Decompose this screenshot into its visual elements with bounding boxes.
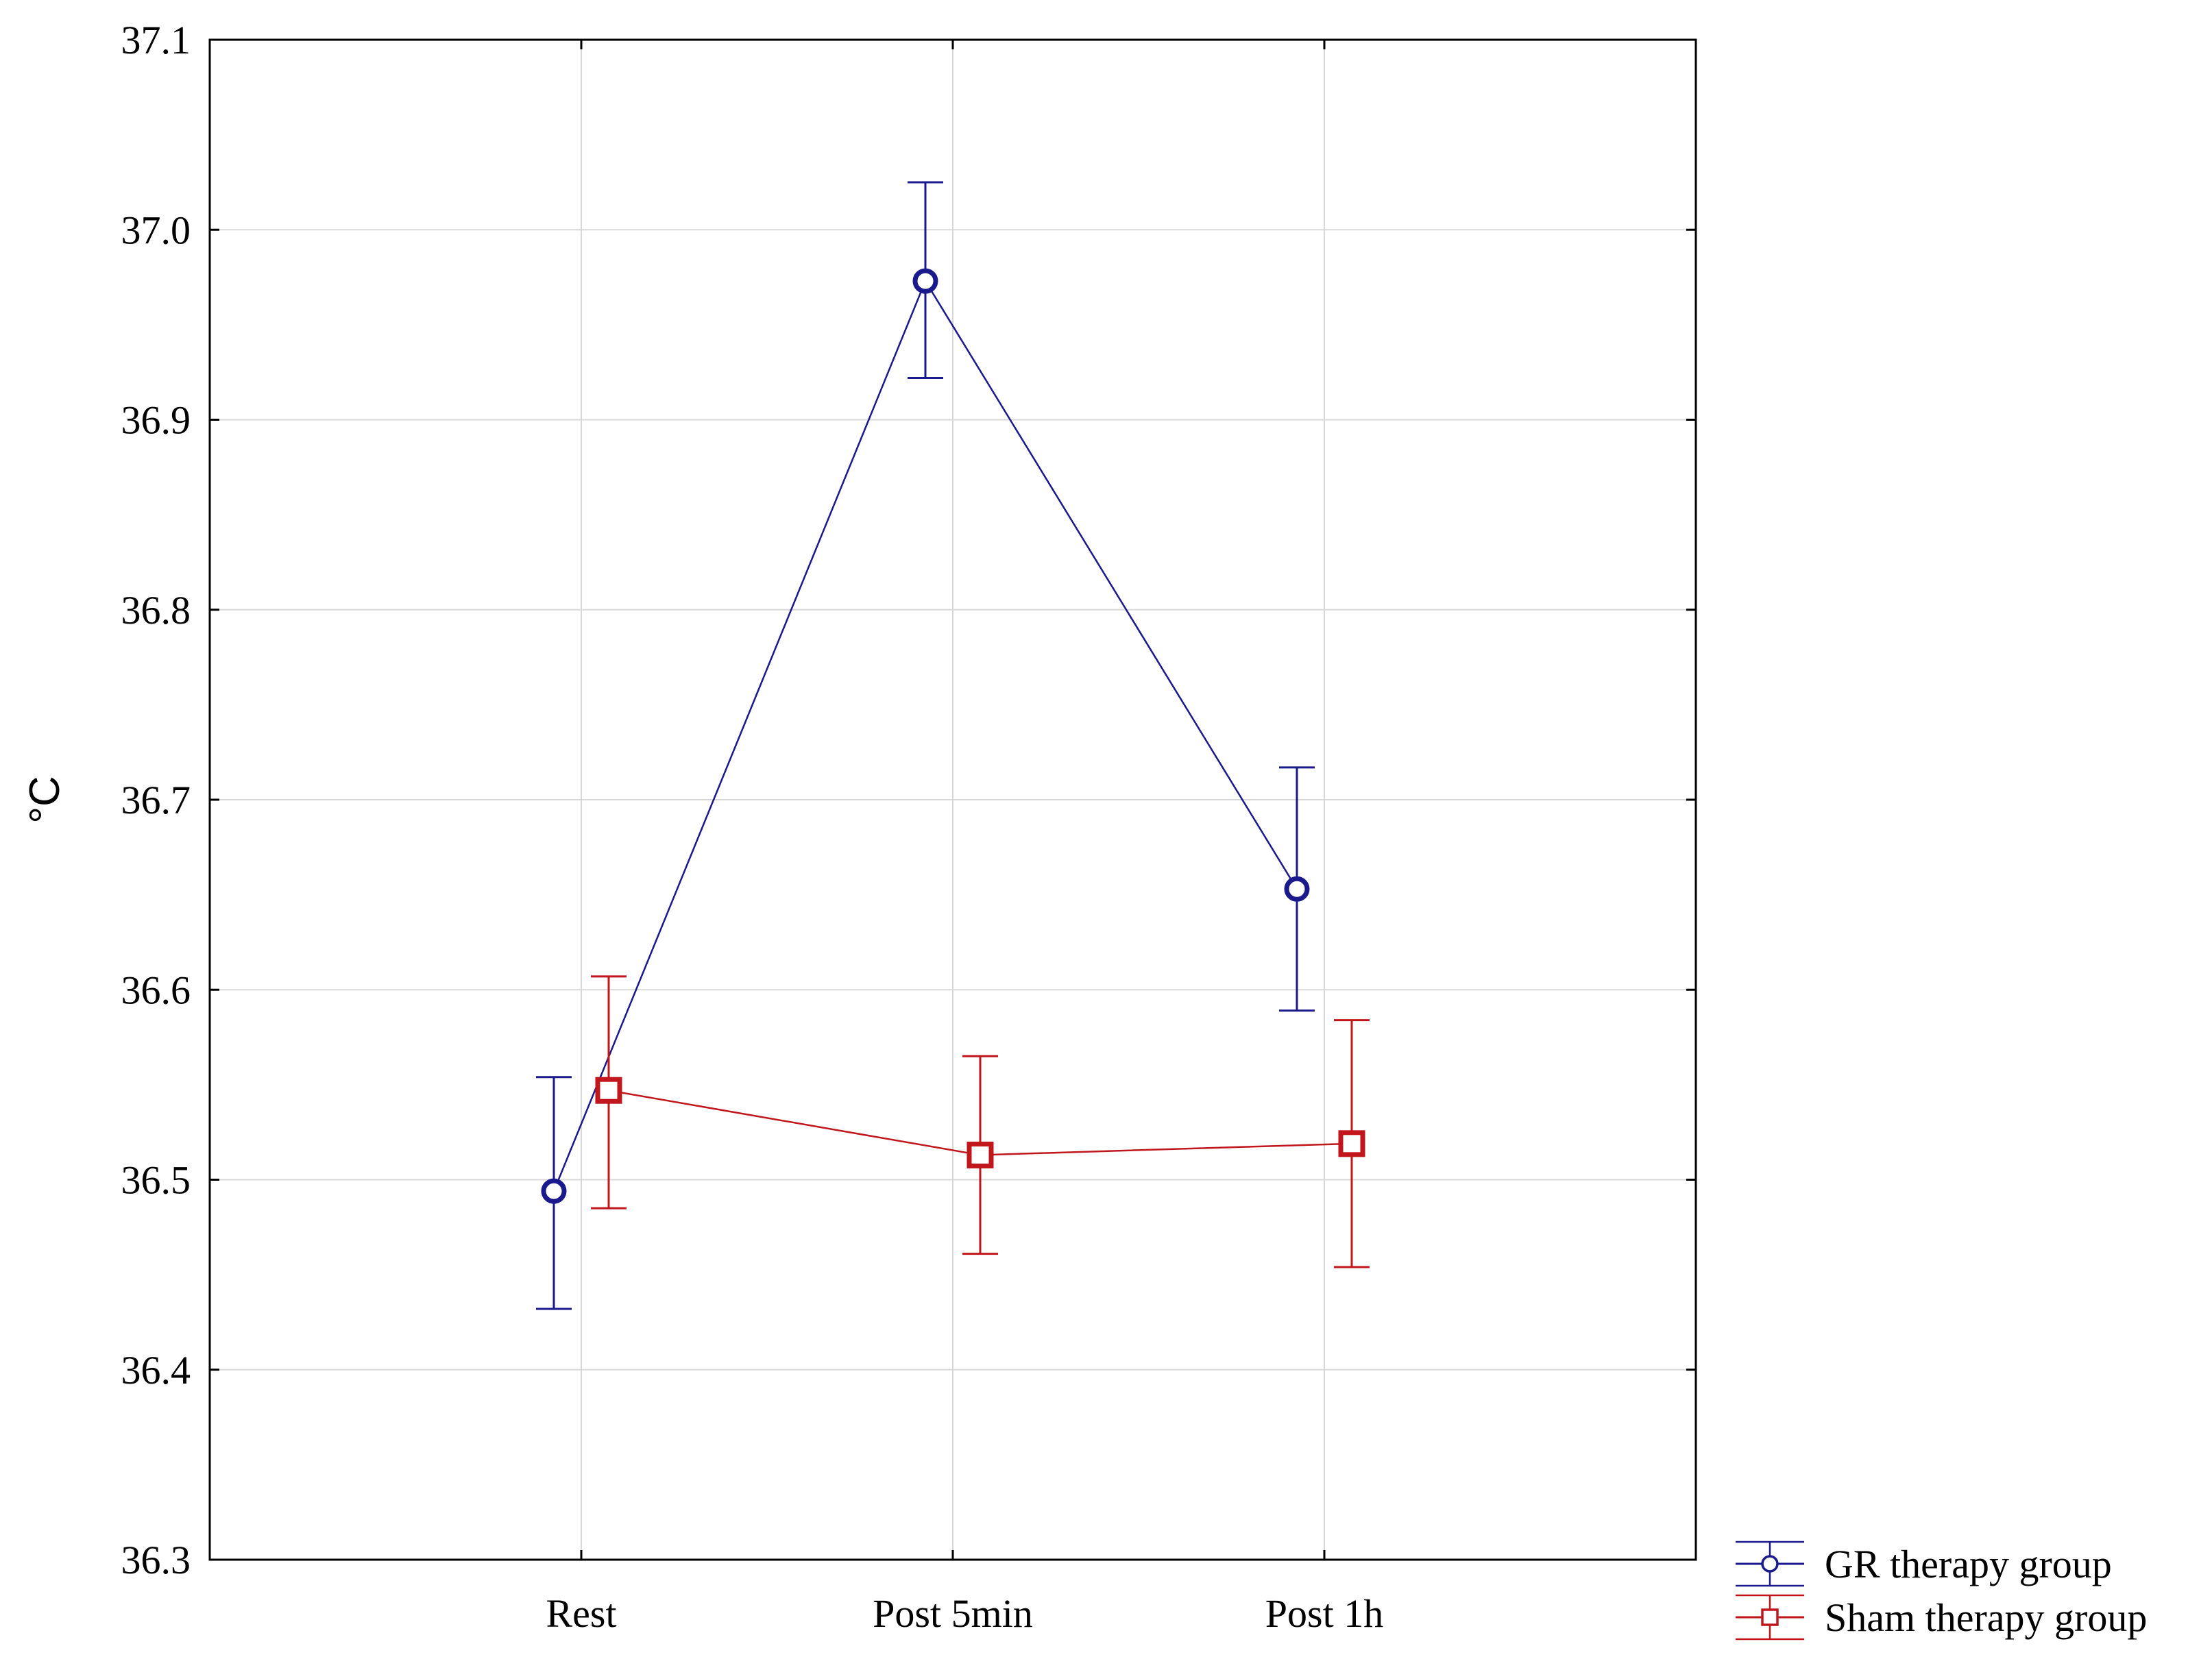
- grid: [210, 40, 1696, 1560]
- data-point: [912, 268, 938, 294]
- legend-marker: [1761, 1555, 1779, 1573]
- y-tick-label: 37.1: [121, 18, 191, 62]
- y-tick-label: 37.0: [121, 208, 191, 252]
- series: [536, 181, 1370, 1310]
- y-tick-label: 36.6: [121, 968, 191, 1012]
- legend-label: Sham therapy group: [1825, 1595, 2147, 1640]
- x-axis-tick-labels: Rest Post 5min Post 1h: [546, 1591, 1383, 1636]
- y-tick-label: 36.7: [121, 778, 191, 822]
- y-tick-label: 36.9: [121, 398, 191, 443]
- y-axis-label: °C: [21, 776, 69, 824]
- axis-ticks: [210, 38, 1696, 1561]
- y-tick-label: 36.4: [121, 1348, 191, 1392]
- y-tick-label: 36.5: [121, 1158, 191, 1203]
- legend-item: GR therapy group: [1736, 1541, 2112, 1587]
- series-gr-therapy: [536, 181, 1315, 1310]
- y-axis-tick-labels: 36.3 36.4 36.5 36.6 36.7 36.8 36.9 37.0 37.1: [121, 18, 191, 1582]
- legend-label: GR therapy group: [1825, 1542, 2112, 1586]
- x-tick-label: Post 1h: [1265, 1591, 1383, 1636]
- x-tick-label: Rest: [546, 1591, 616, 1636]
- series-sham-therapy: [591, 975, 1370, 1268]
- legend: GR therapy group Sham therapy group: [1736, 1541, 2147, 1641]
- data-point: [967, 1141, 994, 1168]
- data-point: [541, 1178, 567, 1204]
- y-tick-label: 36.8: [121, 588, 191, 633]
- data-point: [1338, 1130, 1365, 1157]
- legend-marker: [1761, 1608, 1779, 1626]
- data-point: [1284, 876, 1310, 902]
- y-tick-label: 36.3: [121, 1538, 191, 1582]
- data-point: [595, 1077, 622, 1104]
- legend-item: Sham therapy group: [1736, 1594, 2147, 1641]
- x-tick-label: Post 5min: [873, 1591, 1033, 1636]
